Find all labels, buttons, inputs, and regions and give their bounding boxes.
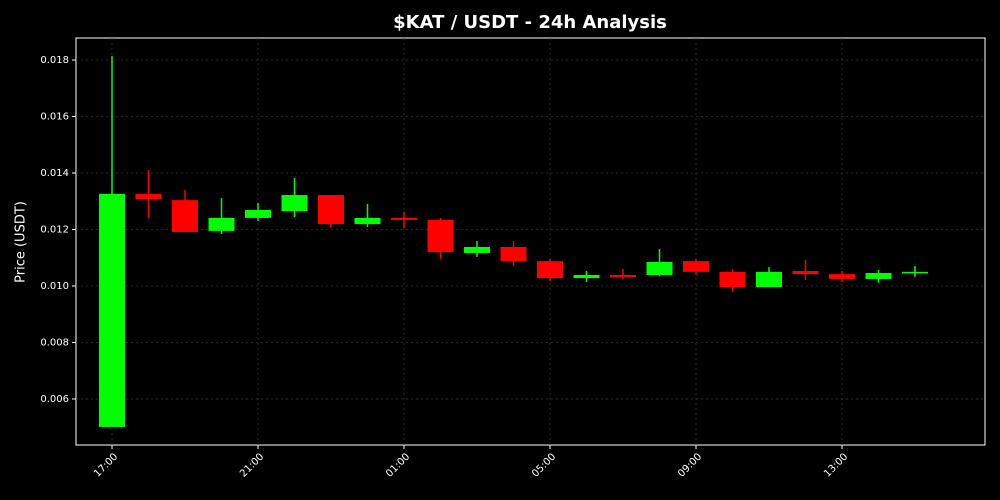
candle-body [318, 195, 344, 225]
plot-area [75, 37, 986, 446]
candle-body [646, 261, 673, 275]
candle-body [245, 210, 271, 218]
y-tick-label: 0.018 [40, 55, 69, 66]
candle-body [573, 274, 600, 279]
candle-body [902, 271, 928, 274]
candle-body [354, 217, 381, 225]
candle-body [99, 193, 125, 427]
candle-body [281, 195, 308, 212]
y-tick-label: 0.016 [40, 112, 69, 123]
candle-body [427, 219, 454, 253]
candle-body [208, 217, 235, 231]
candle-body [610, 274, 636, 277]
candle-body [719, 271, 746, 288]
y-tick-label: 0.014 [40, 168, 69, 179]
candle-body [756, 271, 782, 288]
candle-body [500, 247, 527, 262]
candle-body [537, 261, 563, 279]
candle-body [464, 247, 490, 253]
y-tick-label: 0.010 [40, 281, 69, 292]
candle-body [829, 274, 855, 279]
y-tick-label: 0.006 [40, 394, 69, 405]
candle-body [683, 261, 709, 272]
candle-body [865, 272, 892, 279]
y-tick-label: 0.012 [40, 224, 69, 235]
y-axis-label: Price (USDT) [14, 201, 29, 283]
candle-body [391, 217, 417, 220]
candle-body [135, 193, 162, 199]
candle-body [172, 200, 198, 233]
candle-body [792, 271, 819, 275]
chart-title: $KAT / USDT - 24h Analysis [393, 12, 667, 33]
y-tick-label: 0.008 [40, 337, 69, 348]
